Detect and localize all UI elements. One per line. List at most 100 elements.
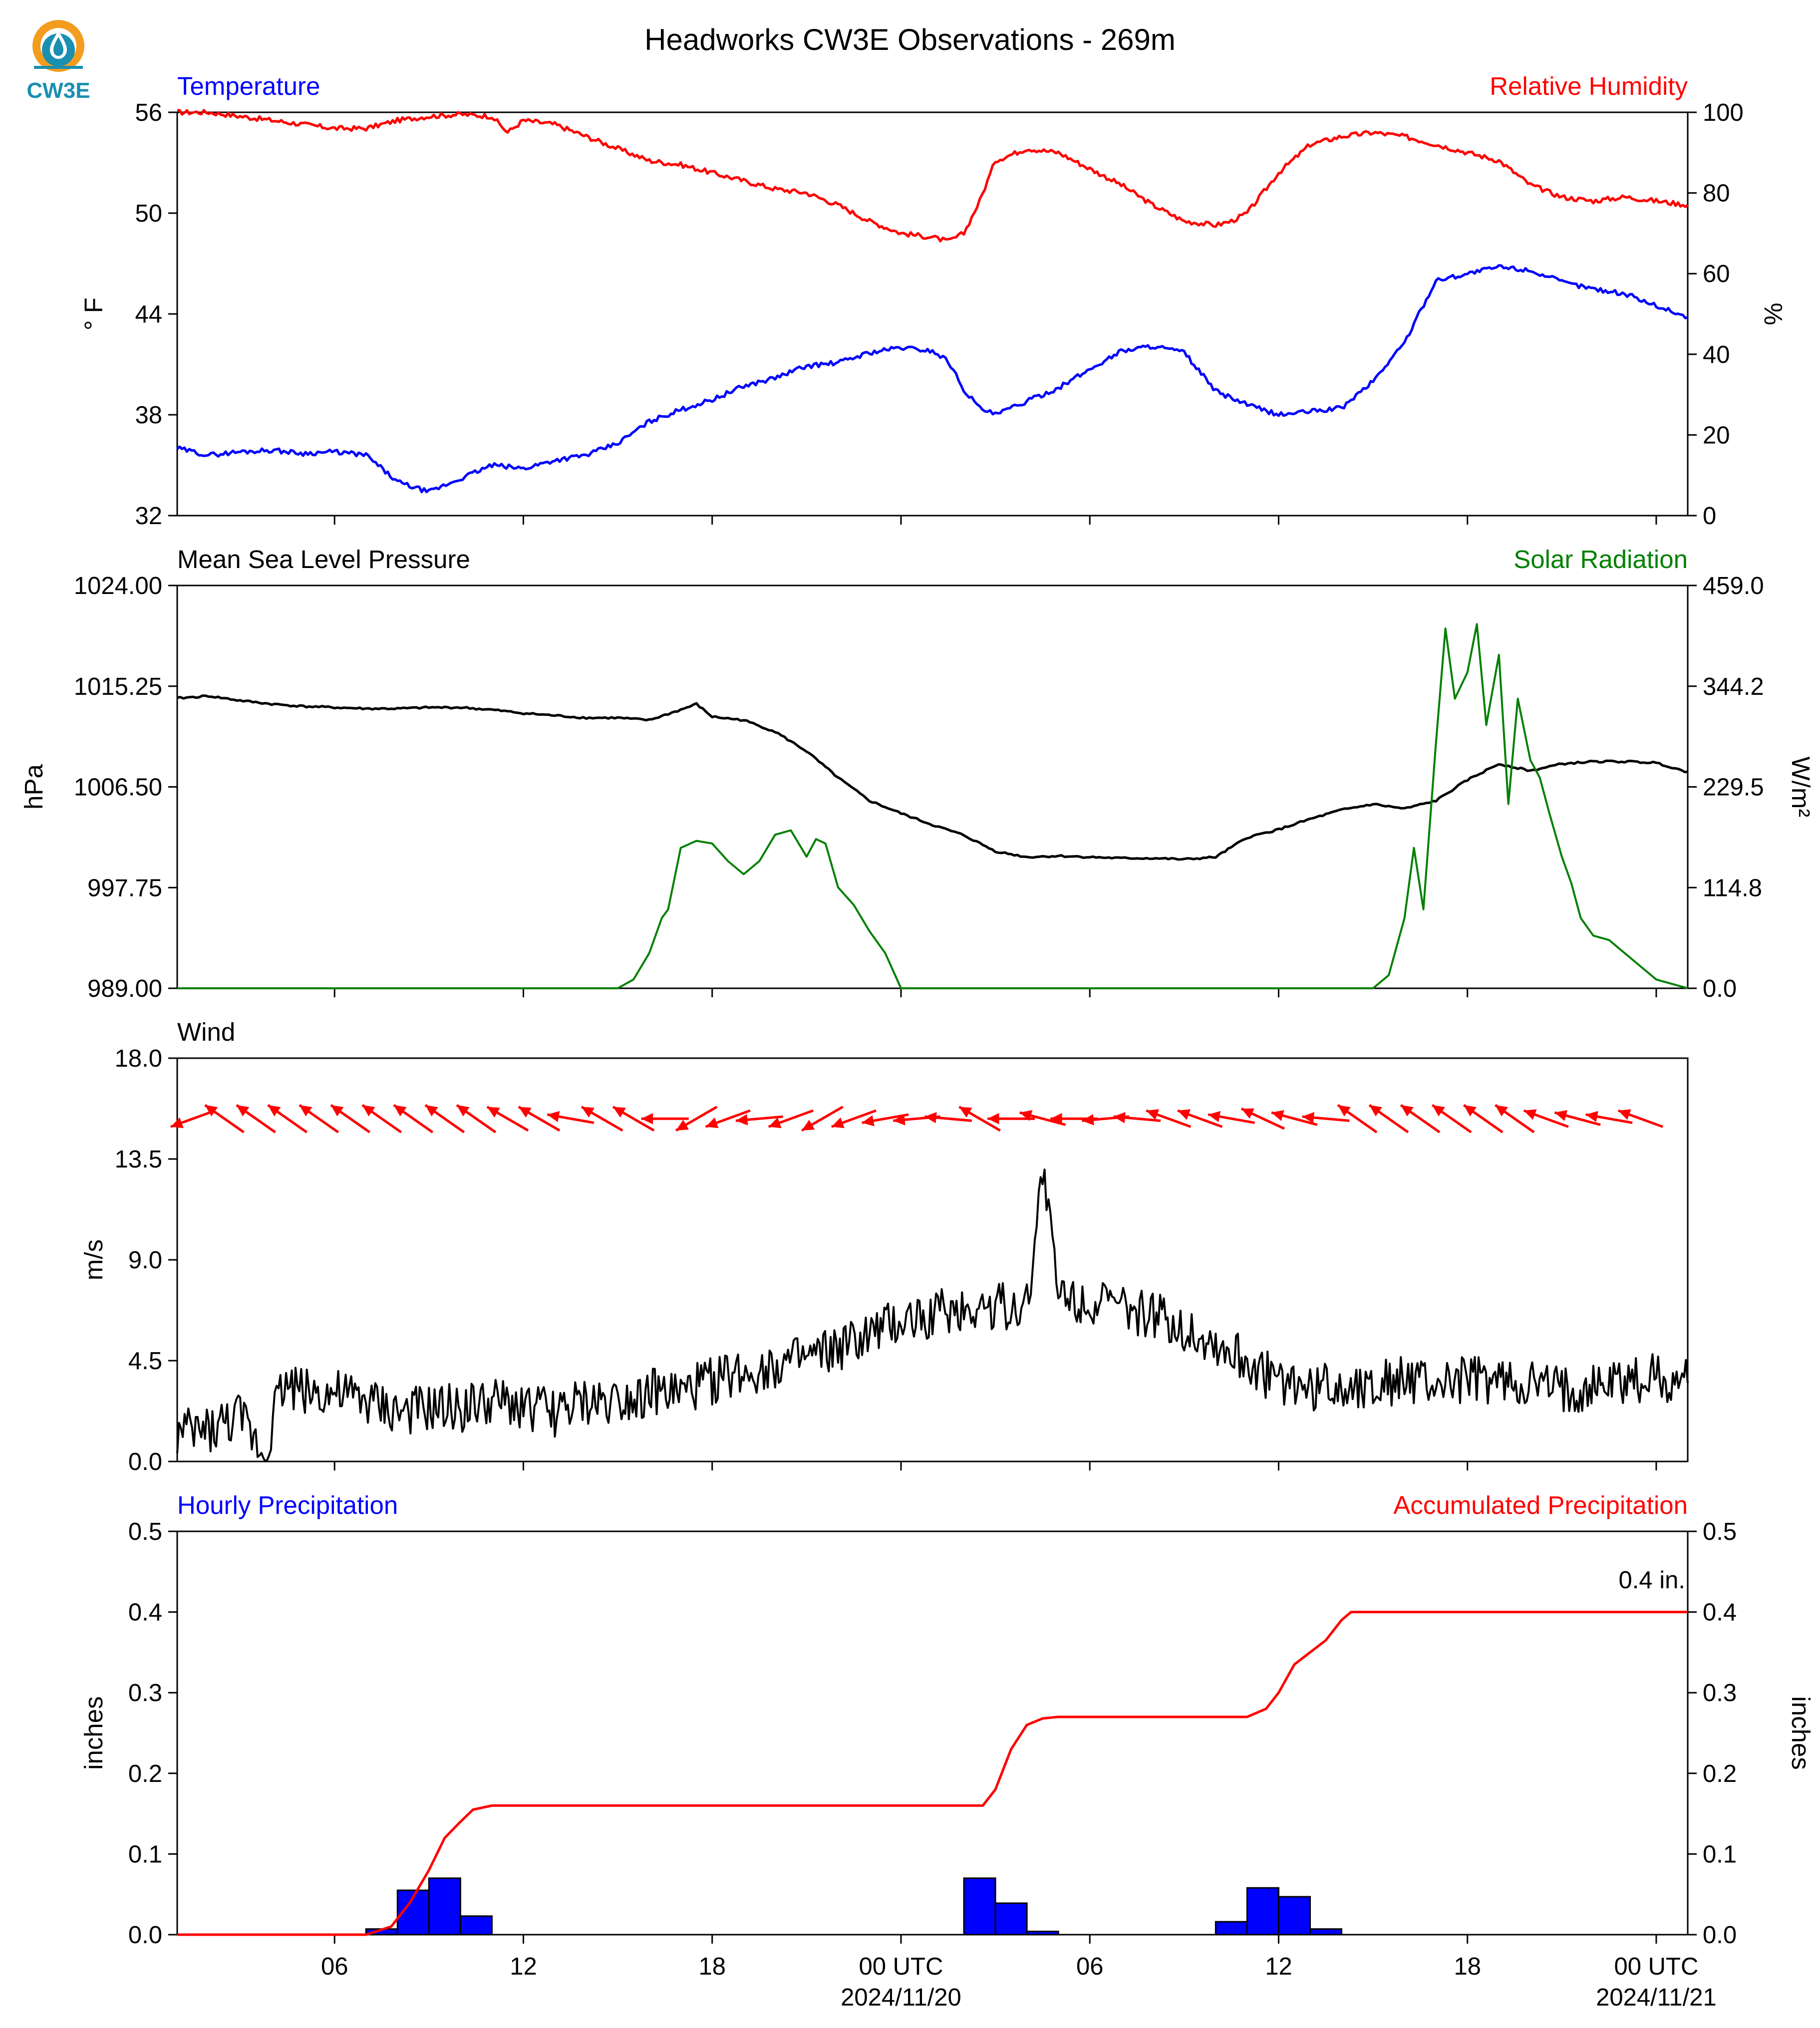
- wind-arrow-head: [641, 1113, 653, 1125]
- y-tick-label-right: 459.0: [1703, 573, 1764, 599]
- y-tick-label-right: 0: [1703, 503, 1716, 530]
- y-tick-label-left: 0.3: [128, 1680, 162, 1707]
- y-tick-label-right: 80: [1703, 180, 1730, 207]
- wind-arrow-head: [1302, 1112, 1315, 1124]
- panel-title-right: Relative Humidity: [1490, 72, 1688, 100]
- y-tick-label-left: 56: [135, 99, 162, 126]
- wind-arrow-head: [862, 1115, 875, 1127]
- wind-arrow-head: [170, 1117, 184, 1129]
- wind-arrow: [735, 1114, 783, 1126]
- wind-arrow: [236, 1104, 276, 1134]
- y-tick-label-left: 32: [135, 503, 162, 530]
- wind-arrow: [204, 1104, 245, 1134]
- wind-arrow-head: [1495, 1105, 1509, 1117]
- y-tick-label-right: 0.0: [1703, 1922, 1737, 1949]
- panel-title-left: Temperature: [177, 72, 320, 100]
- logo-text: CW3E: [26, 78, 90, 103]
- y-axis-label-left: m/s: [79, 1239, 108, 1280]
- x-tick-label: 18: [1454, 1953, 1481, 1980]
- wind-arrow-head: [1241, 1108, 1254, 1119]
- x-tick-label: 00 UTC: [1614, 1953, 1699, 1980]
- y-tick-label-left: 4.5: [128, 1348, 162, 1375]
- wind-arrow: [1463, 1104, 1504, 1134]
- wind-arrow: [1494, 1104, 1535, 1134]
- panel-title-left: Hourly Precipitation: [177, 1491, 398, 1519]
- wind-arrow: [924, 1112, 972, 1124]
- x-tick-label: 06: [321, 1953, 348, 1980]
- wind-arrow: [330, 1104, 371, 1134]
- figure-title: Headworks CW3E Observations - 269m: [644, 23, 1176, 56]
- y-tick-label-left: 18.0: [115, 1045, 162, 1072]
- wind-arrow-head: [1554, 1110, 1568, 1121]
- wind-arrow: [299, 1104, 339, 1134]
- wind-arrow-head: [705, 1117, 719, 1129]
- wind-arrow: [1208, 1111, 1255, 1124]
- wind-arrow-head: [581, 1107, 595, 1118]
- y-tick-label-right: 114.8: [1703, 874, 1762, 901]
- wind-arrow-head: [1618, 1109, 1631, 1120]
- y-tick-label-right: 229.5: [1703, 774, 1764, 801]
- wind-arrow-head: [330, 1105, 344, 1117]
- hourly-precip-bar: [1214, 1921, 1248, 1936]
- wind-arrow-head: [299, 1105, 312, 1117]
- wind-arrow-head: [1585, 1111, 1598, 1123]
- wind-arrow: [675, 1106, 718, 1132]
- wind-arrow: [424, 1104, 465, 1134]
- y-tick-label-right: 40: [1703, 341, 1730, 368]
- wind-arrow: [486, 1106, 529, 1132]
- y-tick-label-right: 0.1: [1703, 1841, 1737, 1868]
- wind-arrow: [641, 1113, 689, 1125]
- wind-arrow: [1019, 1110, 1066, 1126]
- wind-arrow: [1113, 1112, 1161, 1124]
- wind-arrow-head: [1178, 1109, 1191, 1120]
- y-axis-label-right: W/m²: [1787, 757, 1815, 818]
- wind-arrow-head: [1019, 1110, 1033, 1121]
- wind-arrow-head: [1464, 1105, 1477, 1117]
- hourly-precip-bar: [1277, 1896, 1311, 1936]
- wind-arrow: [1337, 1104, 1378, 1134]
- wind-arrow-head: [959, 1107, 972, 1118]
- wind-arrow: [1617, 1109, 1663, 1128]
- pressure-line: [177, 694, 1688, 861]
- x-date-label: 2024/11/20: [841, 1984, 961, 2011]
- x-tick-label: 00 UTC: [859, 1953, 943, 1980]
- y-tick-label-left: 1024.00: [74, 573, 162, 599]
- y-tick-label-left: 0.4: [128, 1599, 162, 1626]
- solar-radiation-line: [177, 623, 1688, 989]
- wind-arrow: [1585, 1111, 1633, 1124]
- y-axis-label-left: hPa: [19, 764, 48, 809]
- y-tick-label-left: 0.2: [128, 1760, 162, 1787]
- wind-arrow: [862, 1113, 909, 1127]
- x-tick-label: 06: [1076, 1953, 1104, 1980]
- x-tick-label: 12: [1265, 1953, 1292, 1980]
- y-axis-label-left: ° F: [79, 297, 108, 330]
- x-date-label: 2024/11/21: [1596, 1984, 1717, 2011]
- wind-arrow: [958, 1106, 1001, 1132]
- x-tick-label: 18: [698, 1953, 726, 1980]
- y-tick-label-right: 60: [1703, 261, 1730, 288]
- panel-wind: 0.0 4.5 9.0 13.5 18.0 Wind m/s: [79, 1018, 1689, 1475]
- wind-arrow: [1368, 1104, 1409, 1134]
- panel-title-left: Wind: [177, 1018, 235, 1046]
- hourly-precip-bar: [1246, 1887, 1279, 1936]
- y-tick-label-right: 20: [1703, 422, 1730, 449]
- wind-arrow-head: [1082, 1114, 1094, 1126]
- panel-title-left: Mean Sea Level Pressure: [177, 545, 470, 574]
- wind-arrow-head: [393, 1105, 407, 1117]
- y-tick-label-left: 50: [135, 200, 162, 227]
- hourly-precip-bar: [994, 1902, 1028, 1936]
- wind-arrow: [831, 1109, 877, 1129]
- y-tick-label-left: 0.0: [128, 1449, 162, 1475]
- hourly-precip-bar: [963, 1877, 996, 1936]
- panel-pressure-solar: 989.00 997.75 1006.50 1015.25 1024.00 0.0 114.…: [19, 545, 1815, 1002]
- plot-frame: [176, 1530, 1689, 1936]
- wind-arrow: [1431, 1104, 1472, 1134]
- wind-arrow: [1177, 1109, 1223, 1128]
- y-axis-label-right: %: [1759, 302, 1788, 325]
- y-tick-label-left: 1015.25: [74, 673, 162, 700]
- y-tick-label-left: 38: [135, 402, 162, 429]
- y-tick-label-right: 0.2: [1703, 1760, 1737, 1787]
- wind-arrow-head: [1208, 1111, 1221, 1123]
- wind-arrow-head: [1401, 1105, 1414, 1117]
- wind-arrow-head: [831, 1117, 845, 1129]
